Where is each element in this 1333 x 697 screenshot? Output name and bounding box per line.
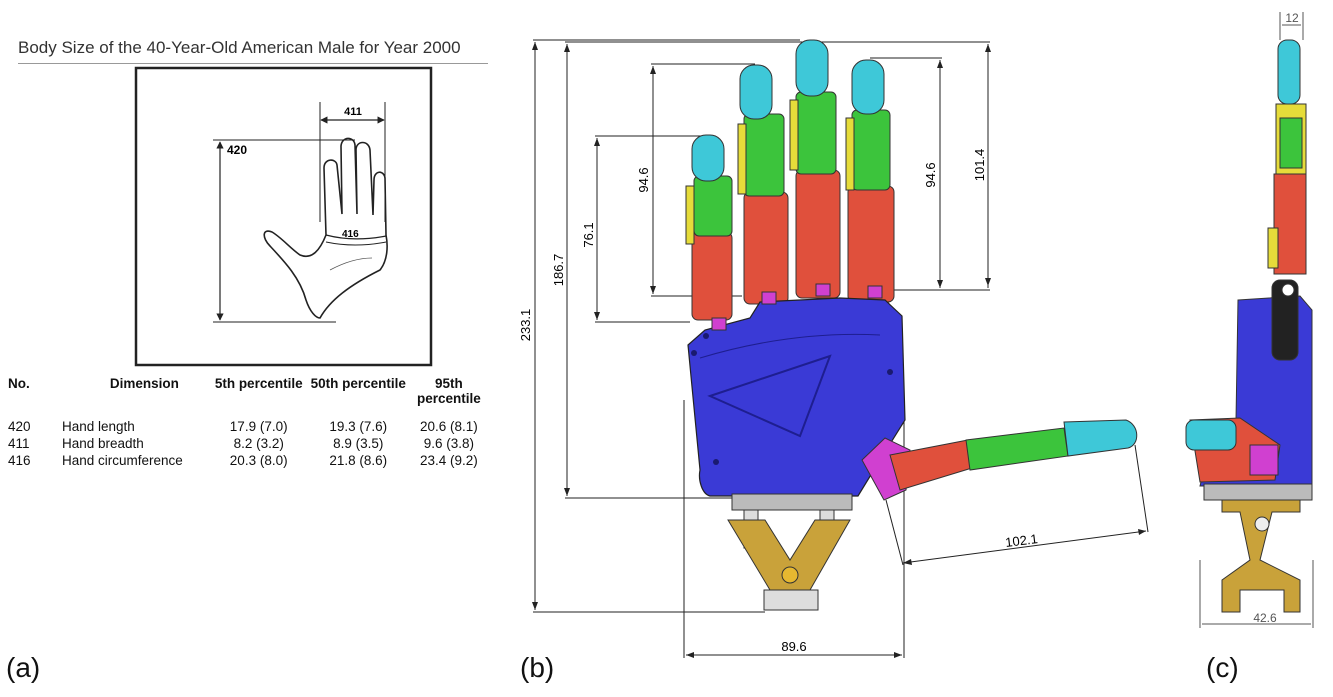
cell-p50: 8.9 (3.5) (333, 436, 384, 451)
panel-label-c: (c) (1206, 652, 1239, 683)
robotic-hand-side-view: 12 42.6 (1185, 11, 1314, 628)
dim-overall-height: 233.1 (518, 309, 533, 342)
dim-base-width: 42.6 (1253, 611, 1277, 625)
anthropometric-title: Body Size of the 40-Year-Old American Ma… (18, 38, 461, 57)
cell-no: 416 (8, 453, 31, 468)
cell-p50: 19.3 (7.6) (329, 419, 388, 434)
panel-label-a: (a) (6, 652, 41, 683)
table-row: 420 Hand length 17.9 (7.0) 19.3 (7.6) 20… (4, 418, 488, 435)
ring-finger (737, 64, 789, 305)
header-dimension: Dimension (109, 376, 179, 391)
side-mount (1221, 499, 1301, 613)
cell-p5: 17.9 (7.0) (229, 419, 288, 434)
header-no: No. (8, 376, 30, 391)
cell-p95: 9.6 (3.8) (423, 436, 475, 451)
cell-no: 411 (8, 436, 30, 451)
table-row: 416 Hand circumference 20.3 (8.0) 21.8 (… (4, 452, 488, 469)
cell-p5: 20.3 (8.0) (229, 453, 288, 468)
header-5th: 5th percentile (214, 376, 303, 391)
dim-middle-finger: 101.4 (972, 149, 987, 182)
cell-p95: 20.6 (8.1) (419, 419, 478, 434)
side-base-plate (1203, 483, 1313, 501)
sketch-frame (134, 66, 433, 367)
dim-thumb: 102.1 (1004, 531, 1038, 550)
dim-ring-finger: 94.6 (636, 167, 651, 192)
side-actuator (1271, 279, 1299, 361)
hand-dimension-table: No. Dimension 5th percentile 50th percen… (4, 374, 488, 469)
sketch-label-420: 420 (227, 143, 247, 157)
hand-outline-sketch (263, 137, 388, 319)
table-header-row: No. Dimension 5th percentile 50th percen… (4, 374, 488, 408)
wrist-base-plate (731, 493, 853, 511)
cell-dimension: Hand breadth (62, 436, 144, 451)
middle-finger (789, 39, 841, 299)
dim-index-finger: 94.6 (923, 162, 938, 187)
dim-little-finger: 76.1 (581, 222, 596, 247)
cell-no: 420 (8, 419, 31, 434)
dim-palm-width: 89.6 (781, 639, 806, 654)
cell-p5: 8.2 (3.2) (233, 436, 284, 451)
thumb (861, 419, 1138, 501)
side-fingertip (1277, 39, 1301, 105)
side-proximal-phalanx (1273, 173, 1307, 275)
table-row: 411 Hand breadth 8.2 (3.2) 8.9 (3.5) 9.6… (4, 435, 488, 452)
cell-dimension: Hand length (62, 419, 135, 434)
hand-sketch-panel: 411 420 416 (134, 66, 433, 367)
little-finger (685, 134, 733, 321)
title-divider (18, 63, 488, 64)
sketch-label-416: 416 (342, 229, 359, 240)
wrist-mount (727, 509, 851, 611)
header-50th: 50th percentile (310, 376, 406, 391)
dim-palm-to-middle: 186.7 (551, 254, 566, 287)
cell-p95: 23.4 (9.2) (419, 453, 478, 468)
index-finger (845, 59, 895, 303)
robotic-hand-front-view: 233.1 186.7 76.1 94.6 94.6 101.4 89.6 10… (518, 39, 1149, 658)
panel-label-b: (b) (520, 652, 555, 683)
cell-dimension: Hand circumference (62, 453, 183, 468)
dim-finger-thickness: 12 (1285, 11, 1299, 25)
sketch-label-411: 411 (344, 106, 362, 118)
cell-p50: 21.8 (8.6) (329, 453, 388, 468)
header-95th: 95th percentile (417, 376, 481, 406)
